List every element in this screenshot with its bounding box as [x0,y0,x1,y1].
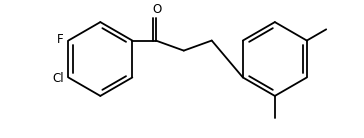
Text: F: F [57,33,64,46]
Text: O: O [152,3,162,17]
Text: Cl: Cl [52,72,64,85]
